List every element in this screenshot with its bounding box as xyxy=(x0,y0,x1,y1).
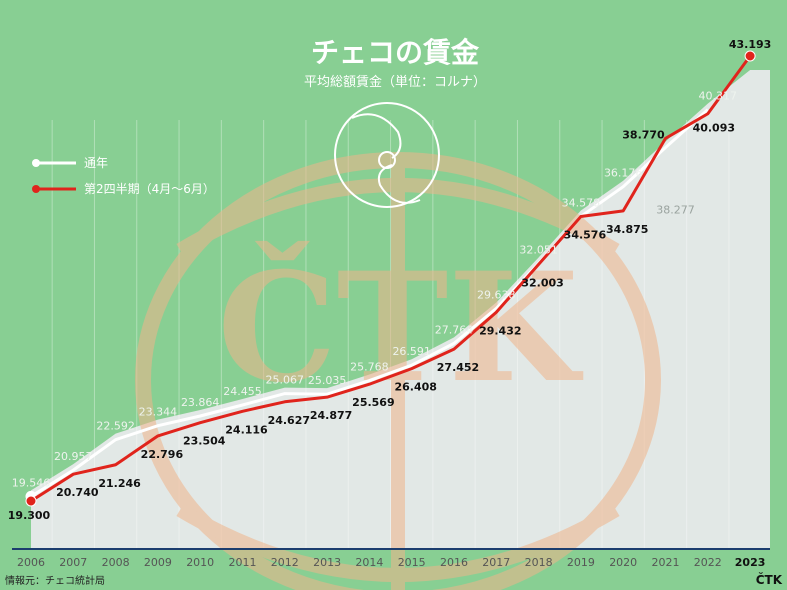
annual-data-label: 25.067 xyxy=(266,374,305,387)
watermark-text: ČTK xyxy=(217,240,583,416)
annual-data-label: 26.591 xyxy=(392,345,431,358)
x-tick-label: 2017 xyxy=(482,556,510,569)
x-tick-label: 2023 xyxy=(735,556,766,569)
q2-data-label: 34.576 xyxy=(564,228,607,241)
plot-area xyxy=(31,70,770,549)
x-tick-label: 2007 xyxy=(59,556,87,569)
chart-subtitle: 平均総額賃金（単位：コルナ） xyxy=(304,74,486,90)
annual-data-label: 38.277 xyxy=(656,204,695,217)
x-tick-label: 2009 xyxy=(144,556,172,569)
q2-data-label: 34.875 xyxy=(606,223,648,236)
annual-data-label: 27.764 xyxy=(435,323,474,336)
annual-data-label: 25.035 xyxy=(308,374,347,387)
chart-title: チェコの賃金 xyxy=(311,36,480,69)
legend-annual-marker xyxy=(32,159,40,167)
annual-data-label: 22.592 xyxy=(96,420,135,433)
q2-data-label: 25.569 xyxy=(352,396,394,409)
q2-data-label: 26.408 xyxy=(394,381,436,394)
x-tick-label: 2008 xyxy=(102,556,130,569)
annual-data-label: 23.864 xyxy=(181,396,220,409)
q2-data-label: 24.116 xyxy=(225,423,268,436)
x-tick-label: 2019 xyxy=(567,556,595,569)
hands-money-icon xyxy=(334,102,440,208)
x-tick-label: 2011 xyxy=(229,556,257,569)
watermark-globe-outer xyxy=(135,152,661,590)
legend-annual-label: 通年 xyxy=(84,156,108,170)
series-line-annual xyxy=(30,108,709,498)
annual-data-label: 29.638 xyxy=(477,288,516,301)
x-tick-label: 2015 xyxy=(398,556,426,569)
x-tick-label: 2012 xyxy=(271,556,299,569)
annual-data-label: 32.051 xyxy=(519,244,558,257)
legend-q2-label: 第2四半期（4月〜6月） xyxy=(84,182,215,196)
x-tick-label: 2020 xyxy=(609,556,637,569)
annual-data-label: 24.455 xyxy=(223,385,262,398)
q2-start-point xyxy=(25,495,37,507)
x-tick-label: 2006 xyxy=(17,556,45,569)
q2-data-label: 19.300 xyxy=(8,509,51,522)
footer-logo: ČTK xyxy=(756,572,783,587)
q2-data-label: 43.193 xyxy=(729,38,771,51)
annual-data-label: 36.176 xyxy=(604,167,643,180)
x-tick-label: 2021 xyxy=(652,556,680,569)
series-line-q2 xyxy=(30,55,752,503)
x-tick-label: 2013 xyxy=(313,556,341,569)
q2-data-label: 20.740 xyxy=(56,486,99,499)
q2-data-label: 23.504 xyxy=(183,435,226,448)
q2-data-label: 22.796 xyxy=(141,448,184,461)
annual-data-label: 40.317 xyxy=(699,90,738,103)
annual-data-label: 34.578 xyxy=(562,196,601,209)
q2-data-label: 21.246 xyxy=(98,477,141,490)
q2-data-label: 29.432 xyxy=(479,324,521,337)
q2-data-label: 32.003 xyxy=(521,276,563,289)
footer-source: 情報元：チェコ統計局 xyxy=(5,574,105,587)
annual-data-label: 25.768 xyxy=(350,361,389,374)
x-tick-label: 2010 xyxy=(186,556,214,569)
legend: 通年 第2四半期（4月〜6月） xyxy=(32,156,215,196)
annual-data-label: 19.546 xyxy=(12,476,51,489)
x-tick-label: 2018 xyxy=(525,556,553,569)
x-tick-label: 2022 xyxy=(694,556,722,569)
q2-data-label: 38.770 xyxy=(622,128,665,141)
ctk-watermark: ČTK xyxy=(135,152,661,590)
annual-data-label: 23.344 xyxy=(139,406,178,419)
x-tick-label: 2016 xyxy=(440,556,468,569)
q2-data-label: 24.627 xyxy=(268,414,310,427)
q2-end-point xyxy=(744,50,756,62)
q2-data-label: 27.452 xyxy=(437,361,479,374)
legend-q2-marker xyxy=(32,185,40,193)
q2-data-label: 40.093 xyxy=(693,122,735,135)
x-tick-label: 2014 xyxy=(355,556,383,569)
annual-data-label: 20.957 xyxy=(54,450,93,463)
q2-data-label: 24.877 xyxy=(310,409,352,422)
